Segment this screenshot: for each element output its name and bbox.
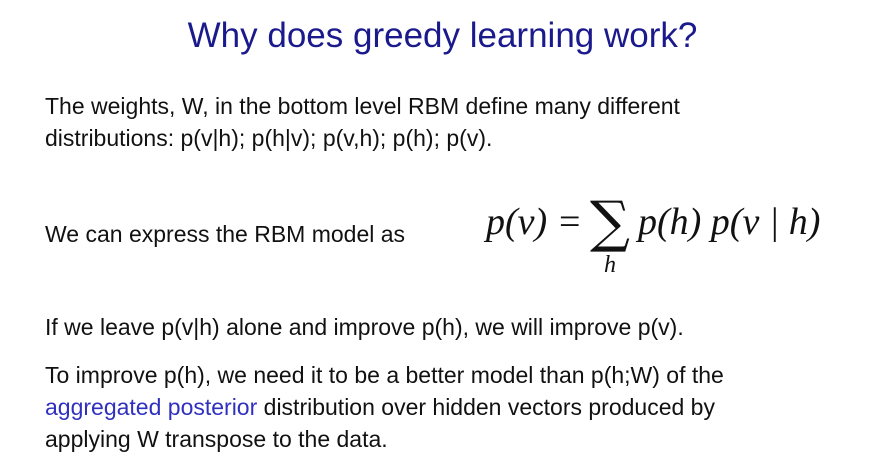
aggregated-line-2: aggregated posterior distribution over h… <box>45 391 724 423</box>
slide-title: Why does greedy learning work? <box>187 16 698 55</box>
weights-paragraph: The weights, W, in the bottom level RBM … <box>45 90 680 154</box>
weights-line-2: distributions: p(v|h); p(h|v); p(v,h); p… <box>45 125 493 151</box>
summation-symbol: ∑ <box>590 190 630 255</box>
formula-lhs: p(v) <box>486 201 548 243</box>
aggregated-posterior-paragraph: To improve p(h), we need it to be a bett… <box>45 359 724 455</box>
summation-subscript: h <box>604 252 616 278</box>
improve-paragraph: If we leave p(v|h) alone and improve p(h… <box>45 314 684 340</box>
aggregated-line-1: To improve p(h), we need it to be a bett… <box>45 362 724 388</box>
formula-equals: = <box>559 201 581 243</box>
aggregated-posterior-term: aggregated posterior <box>45 394 258 420</box>
aggregated-line-3: applying W transpose to the data. <box>45 426 388 452</box>
rbm-model-label: We can express the RBM model as <box>45 221 406 247</box>
formula-rhs: p(h) p(v | h) <box>638 201 821 243</box>
aggregated-line-2-rest: distribution over hidden vectors produce… <box>257 394 715 420</box>
weights-line-1: The weights, W, in the bottom level RBM … <box>45 93 680 119</box>
